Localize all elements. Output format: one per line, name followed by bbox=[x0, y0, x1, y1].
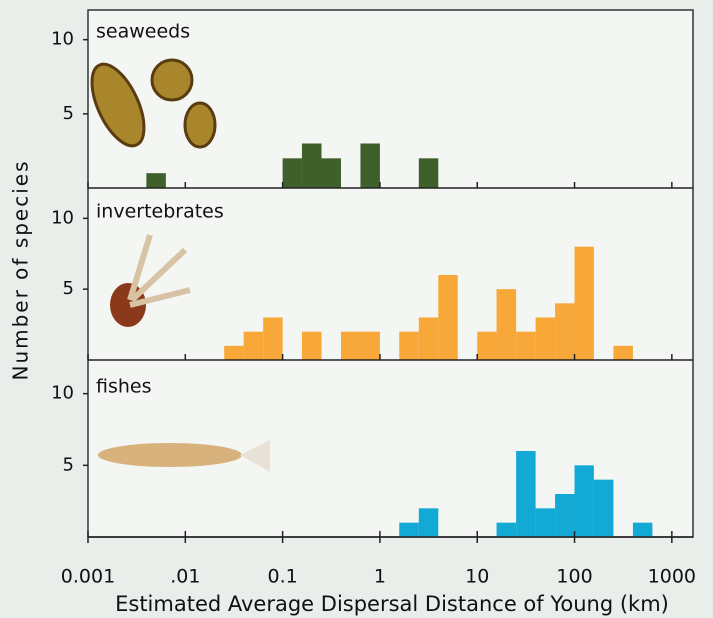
y-tick-label: 10 bbox=[51, 29, 74, 50]
bar bbox=[555, 303, 575, 360]
seaweed-illustration bbox=[90, 58, 217, 149]
y-tick-label: 10 bbox=[51, 383, 74, 404]
x-tick-label: .01 bbox=[170, 566, 200, 588]
bar bbox=[496, 522, 517, 537]
bar bbox=[399, 522, 419, 537]
bar bbox=[613, 345, 633, 360]
x-tick-label: 10 bbox=[465, 566, 489, 588]
x-tick-label: 1 bbox=[374, 566, 386, 588]
bar bbox=[418, 158, 439, 188]
bar bbox=[496, 289, 517, 360]
larva-illustration bbox=[110, 234, 191, 327]
bar bbox=[224, 345, 244, 360]
bar bbox=[360, 143, 380, 188]
y-tick-label: 5 bbox=[63, 278, 74, 299]
y-tick-label: 10 bbox=[51, 207, 74, 228]
bar bbox=[301, 143, 322, 188]
bar bbox=[340, 331, 361, 360]
bar bbox=[516, 451, 536, 537]
bar bbox=[574, 465, 594, 537]
fish-illustration bbox=[98, 440, 270, 472]
bar bbox=[632, 522, 653, 537]
bar bbox=[593, 479, 614, 537]
x-tick-label: 0.001 bbox=[61, 566, 115, 588]
bar bbox=[438, 275, 458, 360]
bar bbox=[301, 331, 322, 360]
panel-title: seaweeds bbox=[96, 21, 190, 43]
x-tick-label: 100 bbox=[556, 566, 592, 588]
bar bbox=[263, 317, 283, 360]
bar bbox=[321, 158, 341, 188]
y-tick-label: 5 bbox=[63, 103, 74, 124]
bar bbox=[535, 508, 556, 537]
bar bbox=[477, 331, 497, 360]
panel-title: invertebrates bbox=[96, 201, 224, 223]
bar bbox=[516, 331, 536, 360]
bar bbox=[243, 331, 264, 360]
bar bbox=[555, 494, 575, 537]
y-tick-label: 5 bbox=[63, 454, 74, 475]
panel-title: fishes bbox=[96, 376, 152, 398]
x-axis-label: Estimated Average Dispersal Distance of … bbox=[115, 592, 669, 616]
bar bbox=[418, 508, 439, 537]
bar bbox=[574, 246, 594, 360]
bar bbox=[418, 317, 439, 360]
x-tick-label: 1000 bbox=[648, 566, 696, 588]
bar bbox=[282, 158, 302, 188]
bar bbox=[360, 331, 380, 360]
y-axis-label: Number of species bbox=[9, 159, 33, 380]
bar bbox=[535, 317, 556, 360]
bar bbox=[399, 331, 419, 360]
x-tick-label: 0.1 bbox=[268, 566, 298, 588]
bar bbox=[146, 173, 166, 188]
